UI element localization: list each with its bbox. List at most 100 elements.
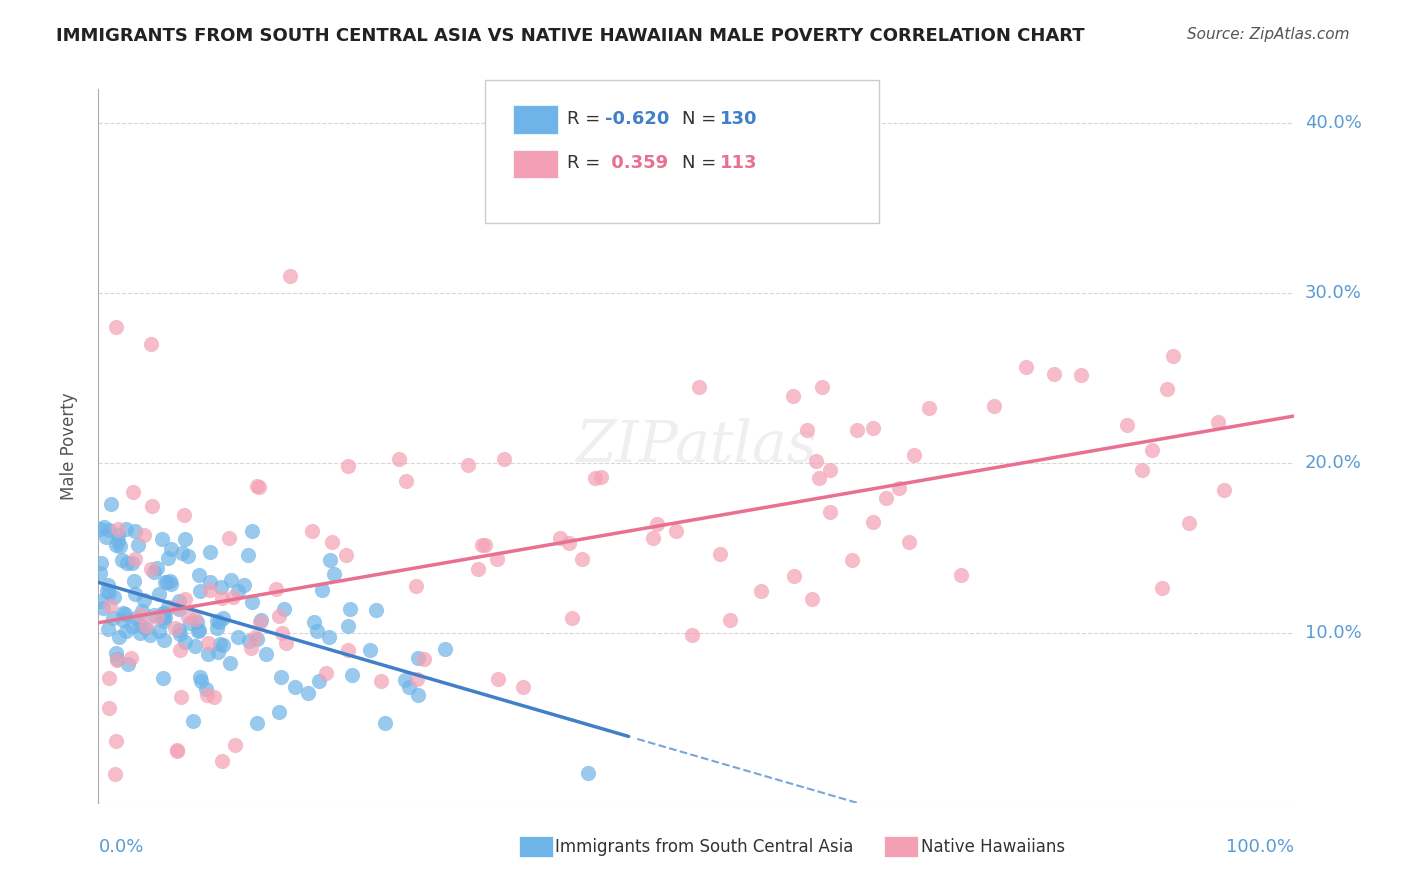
Point (211, 591, 233, 605)
Point (122, 484, 145, 499)
Point (796, 423, 818, 437)
Point (173, 592, 195, 607)
Point (209, 580, 232, 594)
Point (583, 471, 606, 485)
Point (124, 587, 146, 601)
Point (374, 716, 396, 731)
Point (212, 638, 235, 652)
Point (1150, 581, 1173, 595)
Point (274, 636, 297, 650)
Point (240, 640, 263, 655)
Point (94, 530, 117, 544)
Point (190, 673, 212, 688)
Point (250, 613, 273, 627)
Point (1015, 359, 1038, 374)
Point (359, 643, 381, 657)
Point (90, 556, 112, 570)
Point (474, 538, 496, 552)
Point (339, 602, 361, 616)
Point (398, 681, 420, 695)
Point (284, 681, 307, 695)
Point (218, 531, 240, 545)
Point (841, 553, 863, 567)
Point (249, 615, 271, 630)
Point (104, 320, 127, 334)
Point (128, 625, 150, 640)
Point (395, 475, 418, 489)
Point (862, 421, 884, 435)
Point (120, 651, 142, 665)
Point (983, 399, 1005, 413)
Point (98, 586, 121, 600)
Point (240, 524, 263, 538)
Point (125, 611, 148, 625)
Point (245, 630, 267, 644)
Point (156, 600, 179, 615)
Point (152, 632, 174, 647)
Point (179, 615, 201, 630)
Point (134, 528, 156, 542)
Point (370, 673, 392, 688)
Point (167, 623, 190, 637)
Point (181, 714, 204, 728)
Point (219, 656, 242, 670)
Point (89, 566, 111, 580)
Point (512, 680, 534, 694)
Point (311, 582, 333, 597)
Point (366, 602, 388, 616)
Point (337, 642, 360, 657)
Point (107, 528, 129, 542)
Point (127, 538, 149, 552)
Point (134, 621, 156, 635)
Point (898, 535, 921, 549)
Point (105, 651, 128, 665)
Point (187, 624, 209, 639)
Point (548, 531, 571, 545)
Point (233, 577, 256, 591)
Point (818, 463, 841, 477)
Point (141, 499, 163, 513)
Point (177, 549, 200, 563)
Point (222, 591, 245, 605)
Point (160, 577, 183, 591)
Point (150, 532, 173, 546)
Point (918, 401, 941, 416)
Point (107, 533, 129, 548)
Point (97, 701, 120, 715)
Point (205, 615, 228, 629)
Point (115, 522, 138, 536)
Point (228, 584, 250, 599)
Text: R =: R = (567, 154, 606, 172)
Point (591, 470, 613, 484)
Point (98, 599, 121, 613)
Point (709, 547, 731, 561)
Point (246, 715, 269, 730)
Point (115, 624, 138, 639)
Point (267, 608, 290, 623)
Text: 113: 113 (720, 154, 758, 172)
Point (169, 642, 191, 657)
Text: 0.0%: 0.0% (98, 838, 143, 855)
Point (114, 607, 136, 621)
Point (782, 389, 804, 403)
Point (156, 574, 179, 589)
Point (246, 479, 269, 493)
Point (198, 582, 221, 597)
Point (406, 650, 429, 665)
Point (124, 574, 146, 588)
Point (405, 579, 427, 593)
Point (862, 516, 884, 530)
Point (782, 569, 804, 583)
Point (224, 738, 246, 752)
Text: 40.0%: 40.0% (1305, 114, 1361, 132)
Point (319, 553, 342, 567)
Point (406, 672, 429, 686)
Point (561, 611, 583, 625)
Point (152, 611, 174, 625)
Point (467, 562, 489, 576)
Point (173, 508, 195, 523)
Point (202, 690, 225, 705)
Point (155, 575, 177, 590)
Point (246, 632, 269, 646)
Point (1178, 516, 1201, 530)
